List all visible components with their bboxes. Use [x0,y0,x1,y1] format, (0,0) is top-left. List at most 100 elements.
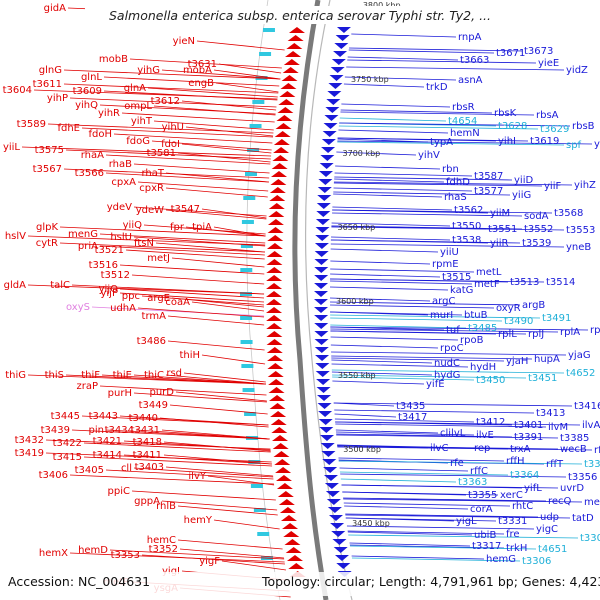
forward-gene-arrow [285,51,302,57]
left-gene-label: cpxR [139,183,164,194]
right-gene-label: t3391 [514,432,543,443]
reverse-gene-arrow [331,59,346,65]
forward-gene-arrow [276,483,293,489]
right-gene-label: rffT [546,459,564,470]
left-gene-label: rsd [166,368,182,379]
right-leader-line [331,355,533,360]
forward-gene-arrow [275,467,292,473]
right-leader-line [336,151,417,156]
reverse-gene-arrow [336,27,351,33]
left-gene-label: t3486 [137,336,166,347]
left-leader-line [153,105,276,116]
right-leader-line [341,103,451,108]
left-gene-label: t3403 [135,462,164,473]
right-leader-line [331,351,567,356]
right-gene-label: yiiR [490,238,508,249]
right-gene-label: rplL [498,329,517,340]
right-leader-line [343,497,547,502]
right-leader-line [334,409,535,414]
left-gene-label: yihG [137,65,160,76]
right-leader-line [330,278,545,283]
forward-gene-arrow [278,99,295,105]
right-gene-label: fre [506,529,520,540]
left-leader-line [163,454,272,465]
right-gene-label: yiiD [514,175,533,186]
right-gene-label: t3435 [396,401,425,412]
forward-gene-arrow [267,235,284,241]
left-leader-line [213,69,281,80]
forward-gene-arrow [274,131,291,137]
left-gene-label: priA [78,241,98,252]
reverse-gene-arrow [319,435,334,441]
left-gene-label: thiC [144,370,164,381]
left-leader-line [191,301,265,312]
right-gene-label: t3538 [452,235,481,246]
reverse-gene-arrow [318,179,333,185]
right-leader-line [333,182,543,187]
right-gene-label: t3356 [568,472,597,483]
right-gene-label: yjaH [506,356,528,367]
right-leader-line [330,330,527,335]
right-gene-label: t3490 [504,316,533,327]
forward-gene-arrow [275,123,292,129]
left-leader-line [177,539,283,550]
left-gene-label: ydeW [136,205,164,216]
left-leader-line [105,154,271,165]
forward-gene-arrow [269,187,286,193]
reverse-gene-arrow [335,35,350,41]
forward-gene-arrow [283,531,300,537]
backbone-arc [292,0,329,600]
left-gene-label: ppc [122,291,140,302]
forward-gene-arrow [273,451,290,457]
right-leader-line [339,122,571,127]
left-leader-line [99,385,267,396]
left-leader-line [177,152,271,163]
right-leader-line [342,491,499,496]
reverse-gene-arrow [326,499,341,505]
right-leader-line [346,525,535,530]
right-leader-line [334,418,475,423]
forward-gene-arrow [270,411,287,417]
left-leader-line [171,257,265,268]
left-gene-label: hemX [39,548,68,559]
rna-feature-block [244,412,257,416]
reverse-gene-arrow [327,507,342,513]
right-gene-label: t3514 [546,277,575,288]
forward-gene-arrow [285,547,302,553]
reverse-gene-arrow [331,531,346,537]
forward-gene-arrow [266,243,283,249]
left-gene-label: t3443 [89,411,118,422]
reverse-gene-arrow [315,371,330,377]
right-leader-line [331,236,451,241]
left-leader-line [63,69,281,80]
right-gene-label: ilvA [582,420,600,431]
forward-gene-arrow [286,555,303,561]
right-gene-label: clilvL [440,428,466,439]
right-leader-line [337,138,429,143]
right-gene-label: t3450 [476,375,505,386]
scale-mark-label: 3550 kbp [338,371,376,380]
right-leader-line [338,460,583,465]
right-gene-label: rffH [506,456,525,467]
left-leader-line [129,58,282,69]
left-leader-line [119,288,265,299]
right-gene-label: yiiG [512,190,531,201]
left-gene-label: argE [147,293,170,304]
reverse-gene-arrow [314,339,329,345]
reverse-gene-arrow [322,131,337,137]
left-leader-line [171,297,265,308]
right-leader-line [337,446,593,451]
left-leader-line [119,292,265,303]
scale-mark-label: 3450 kbp [352,519,390,528]
right-gene-label: rpoC [440,343,464,354]
left-leader-line [63,168,270,179]
right-gene-label: t4652 [566,368,595,379]
right-gene-label: t3491 [542,313,571,324]
reverse-gene-arrow [315,219,330,225]
left-gene-label: yigI [162,566,180,577]
left-gene-label: t3589 [17,119,46,130]
left-gene-label: gppA [134,496,160,507]
right-leader-line [330,314,541,319]
left-gene-label: cll [121,463,132,474]
reverse-gene-arrow [320,155,335,161]
